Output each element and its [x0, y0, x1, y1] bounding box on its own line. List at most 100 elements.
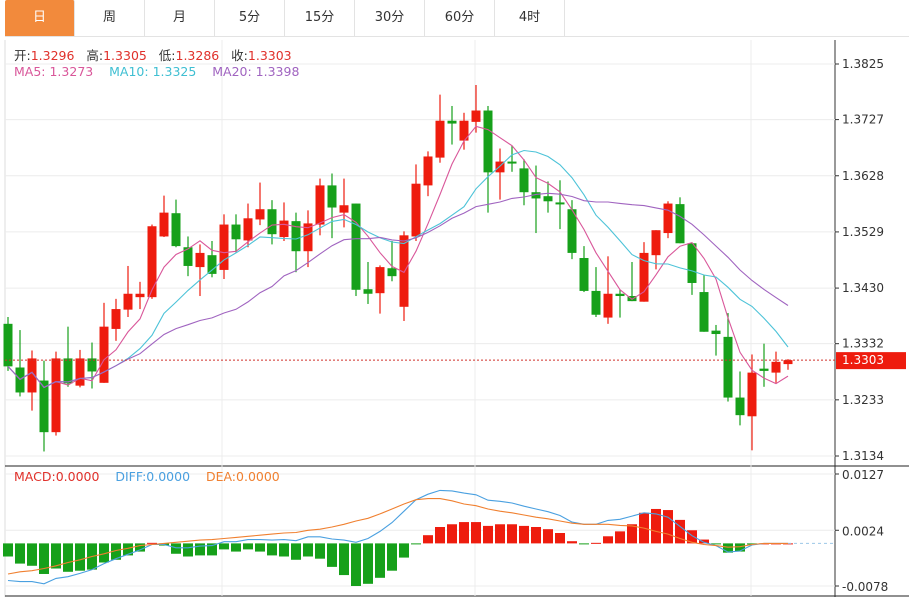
candle-up [123, 293, 133, 310]
diff-value: 0.0000 [146, 469, 191, 484]
low-label: 低: [158, 48, 176, 63]
tab-15min[interactable]: 15分 [285, 0, 355, 36]
price-tick-label: 1.3628 [842, 169, 884, 183]
macd-bar [543, 529, 553, 544]
candle-up [51, 358, 61, 433]
macd-bar [651, 508, 661, 544]
candle-up [471, 110, 481, 122]
macd-bar [315, 543, 325, 559]
macd-bar [195, 543, 205, 556]
macd-bar [495, 524, 505, 544]
macd-tick-label: 0.0024 [842, 524, 884, 538]
macd-bar [411, 543, 421, 545]
period-tabs: 日 周 月 5分 15分 30分 60分 4时 [5, 0, 909, 37]
macd-bar [27, 543, 37, 566]
candle-down [39, 380, 49, 433]
candle-down [483, 110, 493, 173]
candle-up [303, 223, 313, 252]
candle-up [411, 183, 421, 237]
ma10-line [7, 149, 789, 389]
macd-bar [207, 543, 217, 556]
candle-up [135, 293, 145, 298]
candle-up [111, 309, 121, 329]
macd-bar [111, 543, 121, 560]
price-tick-label: 1.3727 [842, 113, 884, 127]
current-price-label: 1.3303 [842, 353, 884, 367]
macd-bar [339, 543, 349, 576]
tab-4h[interactable]: 4时 [495, 0, 565, 36]
candle-up [99, 326, 109, 383]
macd-bar [363, 543, 373, 584]
tab-30min[interactable]: 30分 [355, 0, 425, 36]
candle-down [723, 336, 733, 398]
price-tick-label: 1.3134 [842, 449, 884, 463]
candle-up [651, 230, 661, 256]
candle-up [147, 226, 157, 298]
ma10-value: 1.3325 [152, 64, 197, 79]
tab-5min[interactable]: 5分 [215, 0, 285, 36]
candle-up [663, 203, 673, 234]
tab-week[interactable]: 周 [75, 0, 145, 36]
candle-down [231, 224, 241, 240]
candle-down [675, 204, 685, 244]
macd-bar [183, 543, 193, 557]
candle-up [747, 372, 757, 417]
ohlc-readout: 开:1.3296 高:1.3305 低:1.3286 收:1.3303 [14, 45, 292, 64]
macd-bar [147, 542, 157, 544]
macd-bar [327, 543, 337, 567]
candle-up [279, 220, 289, 238]
macd-bar [723, 543, 733, 553]
candle-down [567, 209, 577, 253]
macd-bar [243, 543, 253, 550]
candle-up [771, 361, 781, 373]
macd-bar [483, 525, 493, 544]
macd-bar [279, 543, 289, 557]
candle-down [579, 258, 589, 291]
tab-60min[interactable]: 60分 [425, 0, 495, 36]
tab-month[interactable]: 月 [145, 0, 215, 36]
macd-bar [747, 543, 757, 545]
high-value: 1.3305 [103, 48, 147, 63]
close-value: 1.3303 [247, 48, 292, 63]
candle-up [783, 360, 793, 365]
candle-down [591, 290, 601, 315]
macd-bar [627, 524, 637, 544]
current-price-badge [836, 352, 906, 370]
macd-bar [399, 543, 409, 558]
macd-bar [375, 543, 385, 578]
candle-up [219, 224, 229, 270]
macd-bar [579, 543, 589, 545]
dea-value: 0.0000 [236, 469, 280, 484]
macd-tick-label: -0.0078 [842, 580, 888, 594]
open-label: 开: [14, 48, 31, 63]
candle-down [87, 358, 97, 372]
candle-down [351, 203, 361, 290]
macd-bar [171, 543, 181, 554]
candle-down [363, 289, 373, 294]
macd-bar [51, 543, 61, 569]
candle-up [339, 205, 349, 213]
price-tick-label: 1.3233 [842, 393, 884, 407]
candle-up [603, 293, 613, 318]
candle-up [255, 209, 265, 220]
macd-readout: MACD:0.0000 DIFF:0.0000 DEA:0.0000 [14, 469, 280, 484]
tab-day[interactable]: 日 [5, 0, 75, 36]
candle-up [195, 252, 205, 268]
macd-bar [615, 531, 625, 544]
macd-bar [123, 543, 133, 556]
price-tick-label: 1.3332 [842, 337, 884, 351]
candle-down [63, 358, 73, 384]
candle-down [447, 120, 457, 124]
ma20-label: MA20: [212, 64, 256, 79]
macd-bar [303, 543, 313, 557]
macd-label: MACD: [14, 469, 56, 484]
macd-bar [735, 543, 745, 552]
macd-bar [423, 535, 433, 544]
candle-down [627, 296, 637, 302]
macd-bar [591, 542, 601, 544]
macd-bar [3, 543, 13, 557]
ma10-label: MA10: [109, 64, 153, 79]
candle-up [495, 161, 505, 173]
macd-bar [519, 525, 529, 544]
